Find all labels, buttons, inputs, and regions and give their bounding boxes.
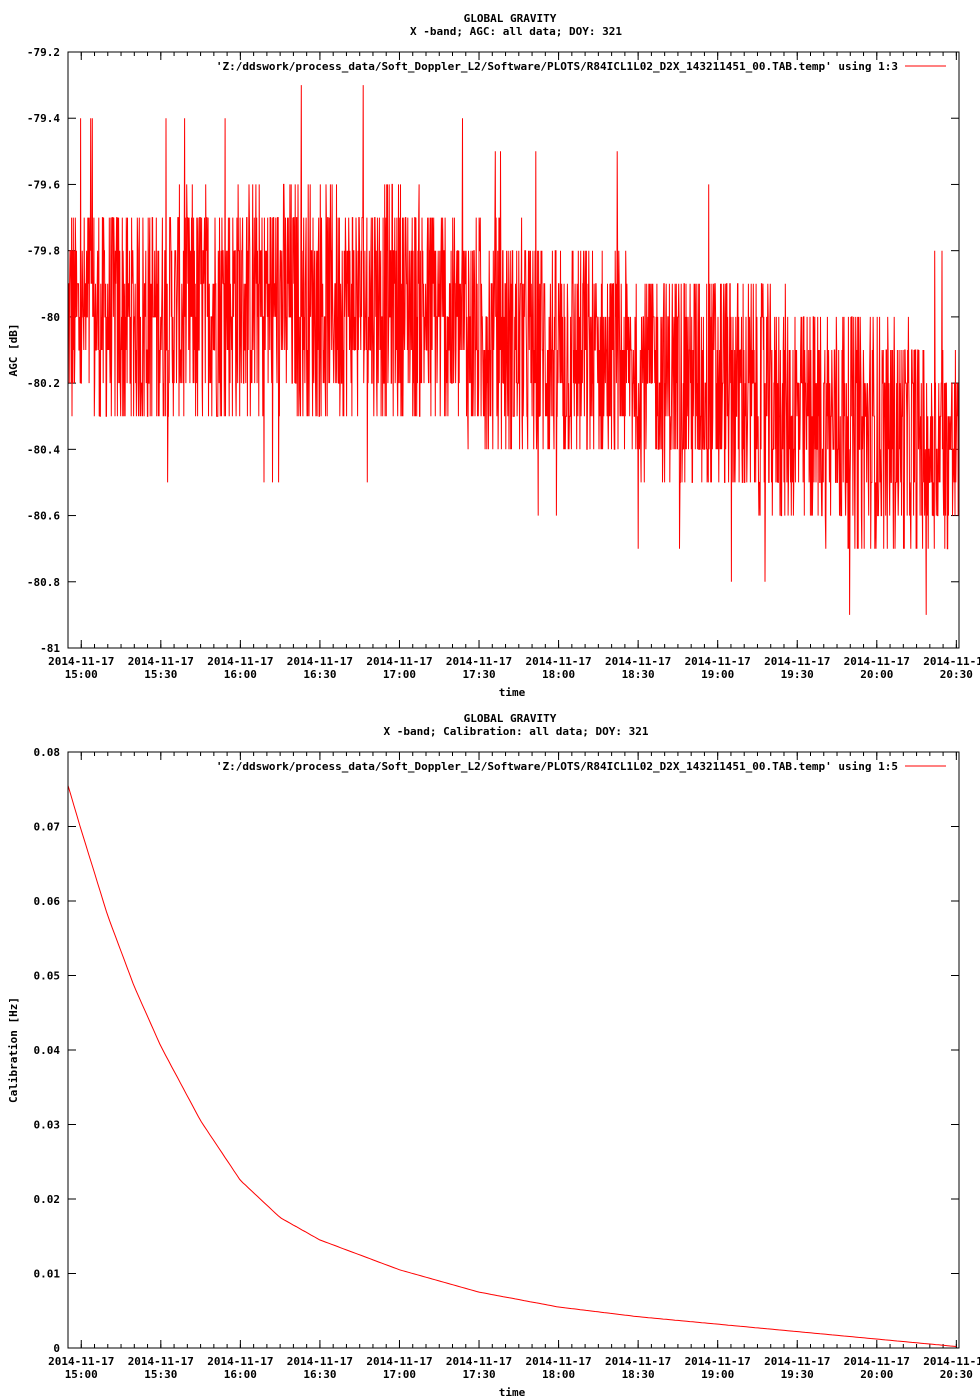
y-tick-label: 0 [53, 1342, 60, 1355]
agc-legend-label: 'Z:/ddswork/process_data/Soft_Doppler_L2… [216, 60, 898, 73]
y-tick-label: -79.6 [27, 178, 60, 191]
x-tick-time-label: 20:30 [940, 1368, 973, 1381]
x-tick-date-label: 2014-11-17 [128, 655, 194, 668]
x-tick-date-label: 2014-11-17 [207, 1355, 273, 1368]
y-tick-label: -79.4 [27, 112, 60, 125]
y-tick-label: -80 [40, 311, 60, 324]
y-tick-label: 0.02 [34, 1193, 61, 1206]
x-tick-date-label: 2014-11-17 [605, 1355, 671, 1368]
agc-plot-frame [67, 51, 960, 649]
x-tick-time-label: 16:00 [224, 1368, 257, 1381]
x-tick-time-label: 15:00 [65, 1368, 98, 1381]
x-tick-date-label: 2014-11-17 [366, 655, 432, 668]
x-tick-date-label: 2014-11-17 [844, 655, 910, 668]
calibration-chart-title: GLOBAL GRAVITY [464, 712, 557, 725]
x-tick-time-label: 19:30 [781, 668, 814, 681]
x-tick-time-label: 16:00 [224, 668, 257, 681]
calibration-chart: GLOBAL GRAVITY X -band; Calibration: all… [7, 712, 980, 1399]
y-tick-label: -80.8 [27, 576, 60, 589]
x-tick-time-label: 16:30 [303, 668, 336, 681]
calibration-axis-ticks: 0 0.01 0.02 0.03 0.04 0.05 0.06 0.07 0.08 2014-11… [34, 746, 980, 1381]
y-tick-label: -79.8 [27, 245, 60, 258]
y-tick-label: 0.04 [34, 1044, 61, 1057]
calibration-plot-frame [67, 751, 960, 1349]
x-tick-date-label: 2014-11-17 [525, 1355, 591, 1368]
calibration-y-axis-label: Calibration [Hz] [7, 997, 20, 1103]
x-tick-time-label: 18:00 [542, 668, 575, 681]
agc-series-line [68, 85, 960, 615]
calibration-series-line [67, 785, 957, 1347]
x-tick-date-label: 2014-11-17 [605, 655, 671, 668]
x-tick-time-label: 15:30 [144, 1368, 177, 1381]
x-tick-time-label: 18:30 [622, 668, 655, 681]
x-tick-date-label: 2014-11-17 [685, 1355, 751, 1368]
x-tick-time-label: 17:00 [383, 1368, 416, 1381]
calibration-legend-label: 'Z:/ddswork/process_data/Soft_Doppler_L2… [216, 760, 898, 773]
y-tick-label: -81 [40, 642, 60, 655]
x-tick-date-label: 2014-11-17 [844, 1355, 910, 1368]
x-tick-time-label: 19:00 [701, 1368, 734, 1381]
y-tick-label: 0.07 [34, 821, 61, 834]
agc-y-axis-label: AGC [dB] [7, 324, 20, 377]
y-tick-label: 0.01 [34, 1268, 61, 1281]
calibration-chart-subtitle: X -band; Calibration: all data; DOY: 321 [384, 725, 649, 738]
x-tick-time-label: 19:30 [781, 1368, 814, 1381]
x-tick-date-label: 2014-11-17 [446, 1355, 512, 1368]
y-tick-label: -80.6 [27, 510, 60, 523]
x-tick-time-label: 15:00 [65, 668, 98, 681]
y-tick-label: -80.4 [27, 443, 60, 456]
calibration-x-axis-label: time [499, 1386, 526, 1399]
y-tick-label: 0.08 [34, 746, 61, 759]
agc-chart-subtitle: X -band; AGC: all data; DOY: 321 [410, 25, 622, 38]
x-tick-time-label: 17:30 [462, 1368, 495, 1381]
x-tick-time-label: 19:00 [701, 668, 734, 681]
agc-series-lines [68, 85, 960, 615]
x-tick-time-label: 16:30 [303, 1368, 336, 1381]
calibration-series-lines [67, 785, 957, 1347]
x-tick-date-label: 2014-11-17 [48, 655, 114, 668]
x-tick-date-label: 2014-11-17 [525, 655, 591, 668]
x-tick-date-label: 2014-11-17 [287, 655, 353, 668]
y-tick-label: 0.05 [34, 970, 61, 983]
agc-chart-title: GLOBAL GRAVITY [464, 12, 557, 25]
x-tick-time-label: 17:30 [462, 668, 495, 681]
x-tick-date-label: 2014-11-17 [366, 1355, 432, 1368]
y-tick-label: -80.2 [27, 377, 60, 390]
x-tick-date-label: 2014-11-17 [287, 1355, 353, 1368]
x-tick-time-label: 20:00 [860, 1368, 893, 1381]
x-tick-time-label: 15:30 [144, 668, 177, 681]
x-tick-date-label: 2014-11-17 [48, 1355, 114, 1368]
x-tick-date-label: 2014-11-17 [923, 655, 980, 668]
y-tick-label: -79.2 [27, 46, 60, 59]
x-tick-time-label: 20:30 [940, 668, 973, 681]
x-tick-date-label: 2014-11-17 [446, 655, 512, 668]
x-tick-date-label: 2014-11-17 [764, 1355, 830, 1368]
agc-chart: GLOBAL GRAVITY X -band; AGC: all data; D… [7, 12, 980, 699]
y-tick-label: 0.06 [34, 895, 61, 908]
x-tick-time-label: 18:00 [542, 1368, 575, 1381]
x-tick-date-label: 2014-11-17 [764, 655, 830, 668]
agc-x-axis-label: time [499, 686, 526, 699]
x-tick-date-label: 2014-11-17 [207, 655, 273, 668]
agc-axis-ticks: -79.2 -79.4 -79.6 -79.8 -80 -80.2 -80.4 -80.6 -8… [27, 46, 980, 681]
x-tick-time-label: 18:30 [622, 1368, 655, 1381]
x-tick-date-label: 2014-11-17 [923, 1355, 980, 1368]
x-tick-time-label: 20:00 [860, 668, 893, 681]
y-tick-label: 0.03 [34, 1119, 61, 1132]
x-tick-date-label: 2014-11-17 [128, 1355, 194, 1368]
x-tick-date-label: 2014-11-17 [685, 655, 751, 668]
x-tick-time-label: 17:00 [383, 668, 416, 681]
